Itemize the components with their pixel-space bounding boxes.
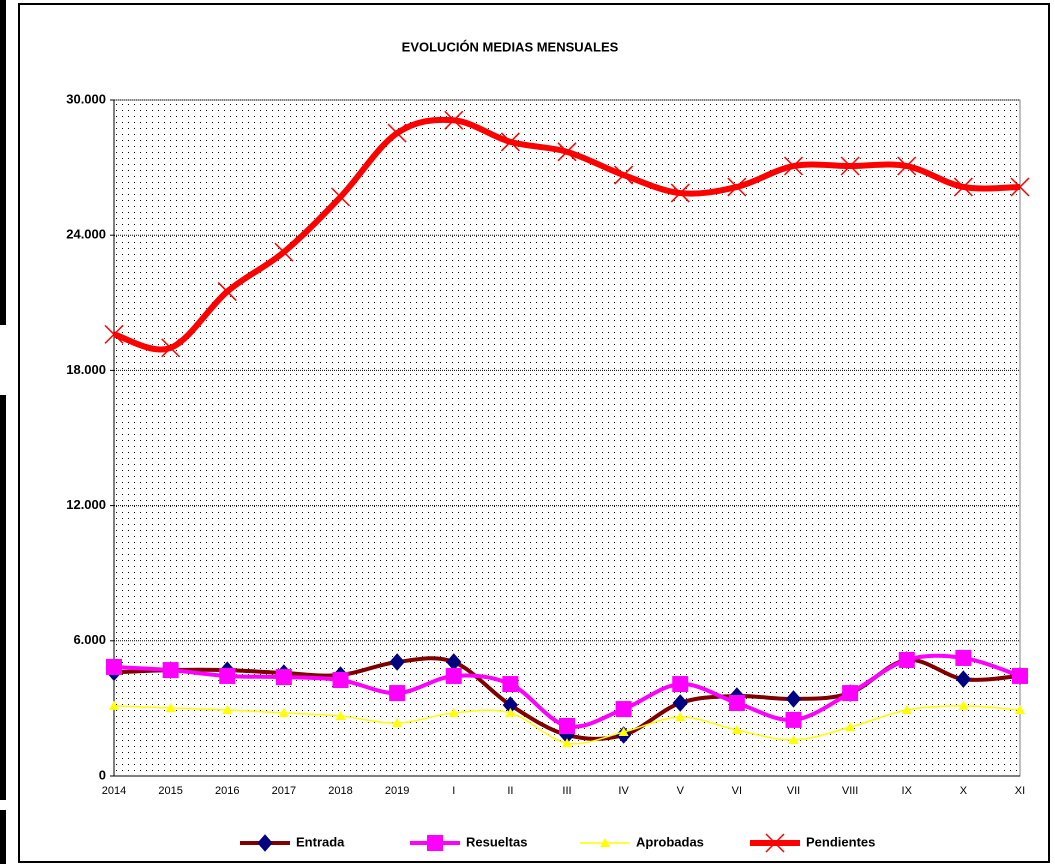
x-tick-label: 2015 xyxy=(158,785,182,797)
x-tick-label: 2018 xyxy=(328,785,352,797)
marker xyxy=(765,833,785,853)
marker xyxy=(219,667,236,684)
x-tick-label: V xyxy=(677,785,685,797)
legend-label: Resueltas xyxy=(466,834,527,849)
marker xyxy=(217,282,237,302)
marker xyxy=(278,707,289,717)
marker xyxy=(958,700,969,710)
legend-label: Aprobadas xyxy=(636,834,704,849)
y-tick-label: 30.000 xyxy=(66,91,106,106)
marker xyxy=(785,711,802,728)
marker xyxy=(600,838,610,847)
x-tick-label: 2014 xyxy=(102,785,126,797)
marker xyxy=(618,727,629,737)
marker xyxy=(500,132,520,152)
x-tick-label: 2016 xyxy=(215,785,239,797)
marker xyxy=(785,690,802,708)
marker xyxy=(727,177,747,197)
marker xyxy=(104,324,124,344)
marker xyxy=(901,704,912,714)
marker xyxy=(955,649,972,666)
marker xyxy=(559,717,575,734)
y-tick-label: 6.000 xyxy=(73,632,106,647)
marker xyxy=(1015,704,1025,714)
x-tick-label: VI xyxy=(732,785,742,797)
y-tick-label: 18.000 xyxy=(66,362,106,377)
y-tick-label: 0 xyxy=(99,767,106,782)
x-tick-label: II xyxy=(507,785,513,797)
marker xyxy=(505,707,516,717)
x-tick-label: VIII xyxy=(842,785,859,797)
marker xyxy=(955,670,972,688)
marker xyxy=(783,156,804,176)
marker xyxy=(670,183,690,203)
frame-edge xyxy=(0,810,6,864)
frame-edge xyxy=(0,395,6,800)
marker xyxy=(672,694,688,712)
marker xyxy=(274,242,294,262)
marker xyxy=(389,653,405,671)
marker xyxy=(557,142,577,162)
marker xyxy=(1010,177,1030,197)
marker xyxy=(332,672,349,689)
x-tick-label: XI xyxy=(1015,785,1025,797)
marker xyxy=(162,662,179,679)
x-tick-label: IX xyxy=(902,785,913,797)
marker xyxy=(897,156,917,176)
x-tick-label: X xyxy=(960,785,968,797)
marker xyxy=(1012,667,1028,684)
marker xyxy=(275,669,292,686)
marker xyxy=(502,676,519,693)
series-line xyxy=(113,116,1021,353)
plot-area xyxy=(113,99,1021,777)
marker xyxy=(728,694,745,711)
marker xyxy=(161,338,181,358)
x-tick-label: III xyxy=(562,785,571,797)
marker xyxy=(615,701,632,718)
marker xyxy=(562,738,572,748)
marker xyxy=(427,835,443,851)
marker xyxy=(953,177,973,197)
y-tick-label: 24.000 xyxy=(66,227,106,242)
marker xyxy=(109,700,119,710)
marker xyxy=(672,676,689,693)
marker xyxy=(222,704,233,714)
marker xyxy=(392,718,403,728)
frame-edge xyxy=(0,0,6,325)
legend-label: Entrada xyxy=(296,834,345,849)
marker xyxy=(165,702,176,712)
marker xyxy=(445,667,462,684)
marker xyxy=(257,834,273,852)
marker xyxy=(845,722,856,732)
marker xyxy=(842,685,859,702)
marker xyxy=(387,123,407,143)
marker xyxy=(330,187,351,207)
y-tick-label: 12.000 xyxy=(66,497,106,512)
marker xyxy=(335,711,346,721)
x-tick-label: IV xyxy=(618,785,629,797)
x-tick-label: VII xyxy=(787,785,800,797)
legend-label: Pendientes xyxy=(806,834,875,849)
x-tick-label: 2017 xyxy=(272,785,296,797)
marker xyxy=(389,685,406,702)
marker xyxy=(788,734,799,744)
marker xyxy=(444,110,464,130)
x-tick-label: I xyxy=(452,785,455,797)
marker xyxy=(840,156,860,176)
chart-title: EVOLUCIÓN MEDIAS MENSUALES xyxy=(402,39,619,54)
marker xyxy=(614,165,634,185)
marker xyxy=(448,707,459,717)
x-tick-label: 2019 xyxy=(385,785,409,797)
marker xyxy=(106,658,122,675)
marker xyxy=(731,725,742,735)
marker xyxy=(898,651,915,668)
marker xyxy=(675,711,686,721)
